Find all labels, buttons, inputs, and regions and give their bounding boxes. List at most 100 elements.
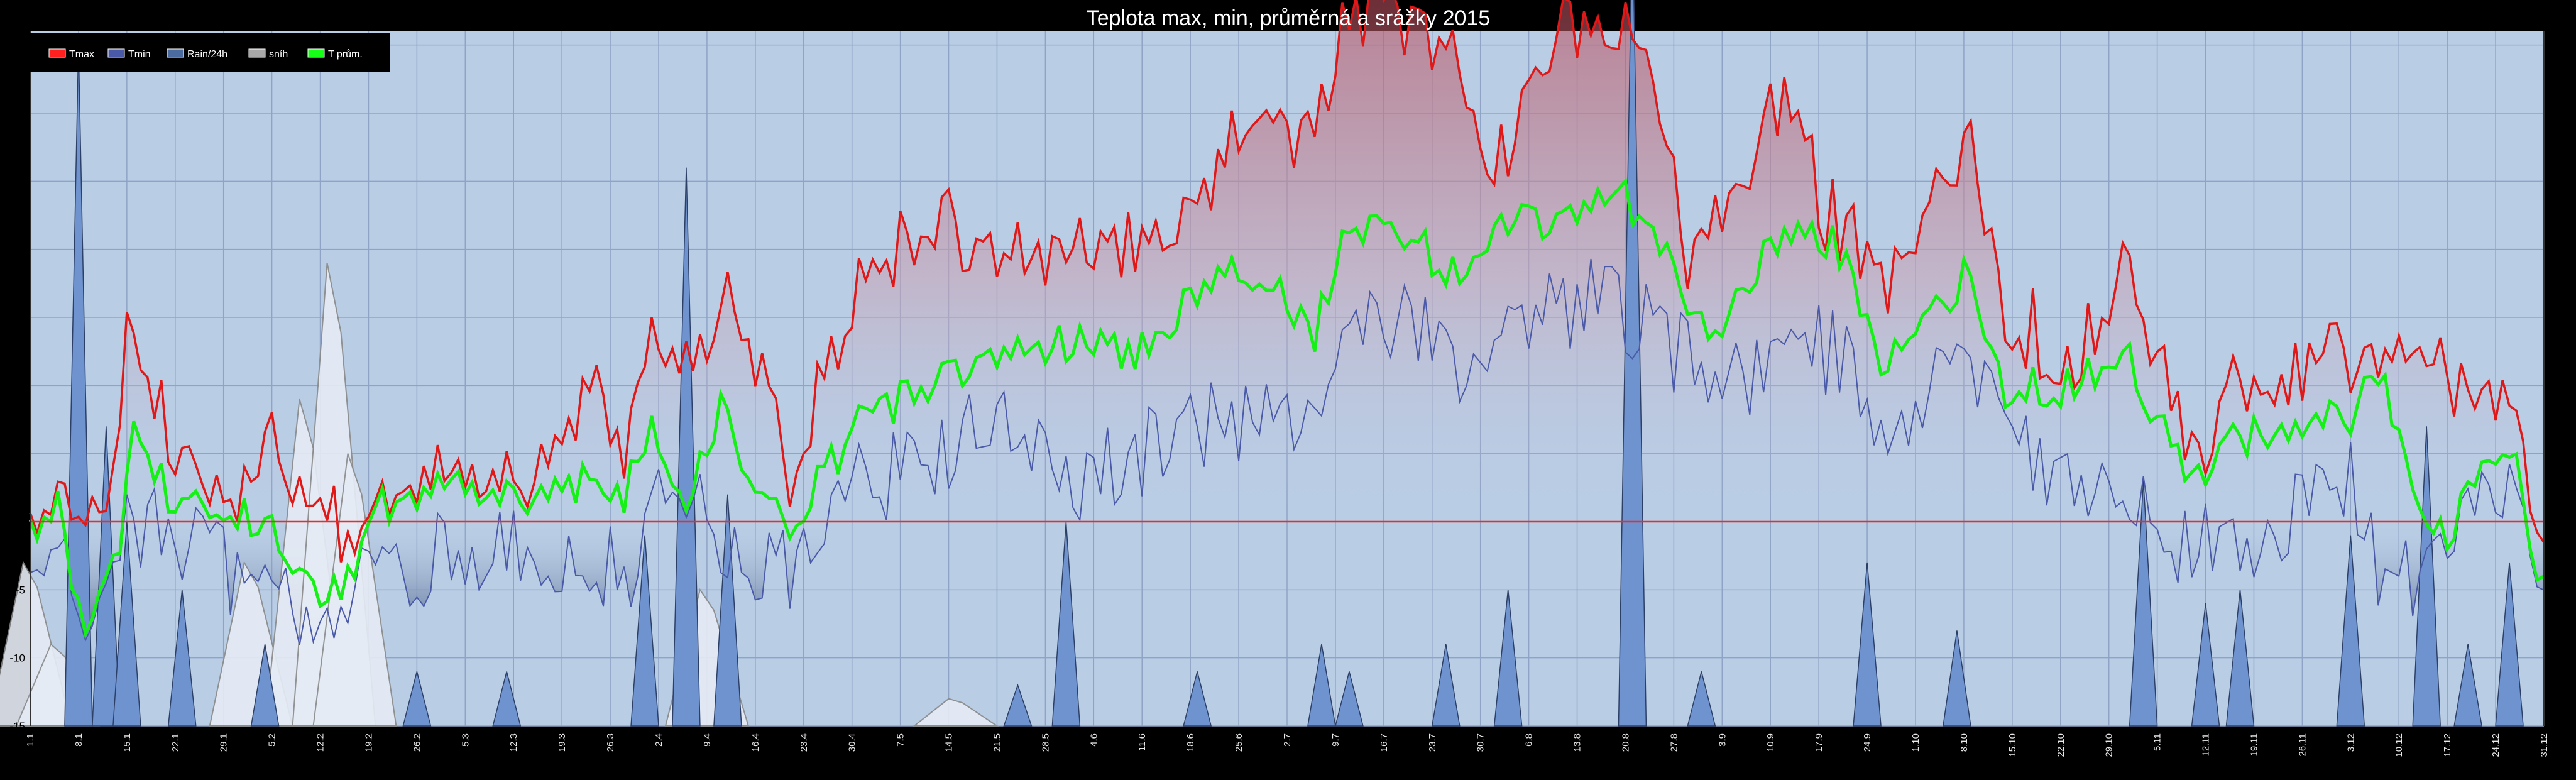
- x-tick-label: 29.10: [2104, 733, 2115, 757]
- rain-mark: [1943, 630, 1971, 727]
- x-tick-label: 20.8: [1620, 733, 1631, 752]
- x-tick-label: 15.1: [122, 733, 133, 752]
- rain-mark: [492, 671, 522, 727]
- series-tmax-line: [29, 0, 2545, 563]
- x-tick-label: 9.4: [702, 733, 713, 747]
- cold-area: [30, 522, 2544, 645]
- rain-mark: [1431, 644, 1461, 727]
- y-tick-label: 10: [13, 380, 25, 392]
- rain-mark: [2129, 480, 2158, 727]
- rain-mark: [64, 45, 93, 727]
- x-tick-label: 19.11: [2249, 733, 2259, 756]
- x-tick-label: 30.4: [847, 733, 858, 752]
- x-tick-label: 26.2: [412, 733, 422, 752]
- rain-mark: [2495, 562, 2524, 727]
- unit-label: °C: [8, 61, 19, 72]
- x-tick-label: 27.8: [1669, 733, 1679, 752]
- rain-mark: [2225, 590, 2255, 727]
- x-tick-label: 5.3: [460, 733, 471, 747]
- x-tick-label: 3.9: [1717, 733, 1728, 747]
- rain-mark: [1003, 683, 1033, 727]
- snow-mark: [912, 698, 999, 727]
- x-tick-label: 2.4: [654, 733, 664, 747]
- legend-swatch-snow: [248, 48, 266, 58]
- x-tick-label: 16.4: [750, 733, 761, 752]
- x-tick-label: 12.2: [315, 733, 326, 752]
- series-tmin-line: [30, 258, 2545, 646]
- rain-mark: [1051, 521, 1081, 727]
- x-tick-label: 8.1: [74, 733, 84, 747]
- y-tick-label: 30: [13, 107, 25, 119]
- chart-title: Teplota max, min, průměrná a srážky 2015: [1087, 6, 1491, 30]
- y2-tick-label: 10: [2549, 584, 2561, 596]
- x-tick-label: 19.2: [363, 733, 374, 752]
- gridlines: [30, 31, 2545, 727]
- x-tick-label: 31.12: [2539, 733, 2550, 757]
- rain-mark: [402, 671, 432, 727]
- rain-mark: [1307, 644, 1336, 727]
- rain-mark: [112, 521, 141, 727]
- legend-label-snow: sníh: [269, 49, 288, 60]
- rain-mark: [167, 590, 197, 727]
- x-tick-label: 28.5: [1040, 733, 1051, 752]
- x-tick-label: 14.5: [944, 733, 955, 752]
- legend-swatch-tavg: [307, 48, 325, 58]
- legend-label-rain: Rain/24h: [187, 49, 227, 60]
- x-tick-label: 1.10: [1910, 733, 1921, 752]
- rain-mark: [1618, 0, 1647, 727]
- legend-swatch-tmax: [48, 48, 66, 58]
- x-tick-label: 22.1: [170, 733, 181, 752]
- x-tick-label: 16.7: [1379, 733, 1389, 752]
- line-series: [28, 0, 2545, 646]
- rain-mark: [250, 644, 280, 727]
- rain-mark: [672, 167, 701, 727]
- x-tick-label: 18.6: [1185, 733, 1196, 752]
- x-tick-label: 5.11: [2152, 733, 2163, 751]
- rain-mark: [1493, 590, 1523, 727]
- y-tick-label: -10: [9, 652, 25, 664]
- y-tick-label: 20: [13, 244, 25, 256]
- axes: -15 -10 -5 0 5 10 15 20 25 30 35 0 10 20 30 40 50 1.1 8.1 1…: [9, 31, 2561, 757]
- legend-label-tmin: Tmin: [128, 49, 151, 60]
- x-tick-label: 29.1: [219, 733, 229, 752]
- x-tick-label: 3.12: [2345, 733, 2356, 752]
- x-tick-label: 21.5: [992, 733, 1002, 752]
- x-tick-label: 26.3: [605, 733, 616, 752]
- x-tick-label: 23.4: [799, 733, 809, 752]
- rain-mark: [1687, 671, 1716, 727]
- legend-box: [30, 33, 390, 72]
- series-tavg-line: [28, 177, 2545, 639]
- x-tick-label: 9.7: [1330, 733, 1341, 747]
- y2-tick-label: 40: [2549, 175, 2561, 187]
- rain-mark: [713, 494, 742, 727]
- x-tick-label: 15.10: [2007, 733, 2018, 757]
- y-tick-label: 25: [13, 175, 25, 187]
- y-tick-label: 15: [13, 312, 25, 324]
- x-tick-label: 5.2: [267, 733, 278, 747]
- x-tick-label: 10.9: [1765, 733, 1776, 752]
- y2-tick-label: 0: [2549, 720, 2555, 732]
- y-tick-label: 0: [19, 516, 25, 528]
- x-tick-label: 25.6: [1234, 733, 1244, 752]
- x-tick-label: 8.10: [1959, 733, 1970, 752]
- legend-label-tavg: T prům.: [328, 48, 363, 60]
- y2-tick-label: 20: [2549, 448, 2561, 460]
- x-tick-label: 17.9: [1814, 733, 1824, 752]
- x-tick-label: 30.7: [1476, 733, 1486, 752]
- x-tick-label: 22.10: [2056, 733, 2066, 757]
- legend-label-tmax: Tmax: [69, 49, 94, 60]
- x-tick-label: 17.12: [2442, 733, 2453, 757]
- x-tick-label: 7.5: [896, 733, 906, 747]
- y2-tick-label: 50: [2549, 40, 2561, 52]
- y-tick-label: -15: [9, 720, 25, 732]
- x-tick-label: 26.11: [2297, 733, 2308, 756]
- warm-area: [30, 0, 2544, 522]
- rain-mark: [630, 535, 659, 727]
- x-tick-label: 6.8: [1524, 733, 1535, 747]
- x-tick-label: 4.6: [1088, 733, 1099, 747]
- y2-tick-label: 30: [2549, 312, 2561, 324]
- x-tick-label: 11.6: [1137, 733, 1148, 751]
- rain-mark: [1334, 671, 1364, 727]
